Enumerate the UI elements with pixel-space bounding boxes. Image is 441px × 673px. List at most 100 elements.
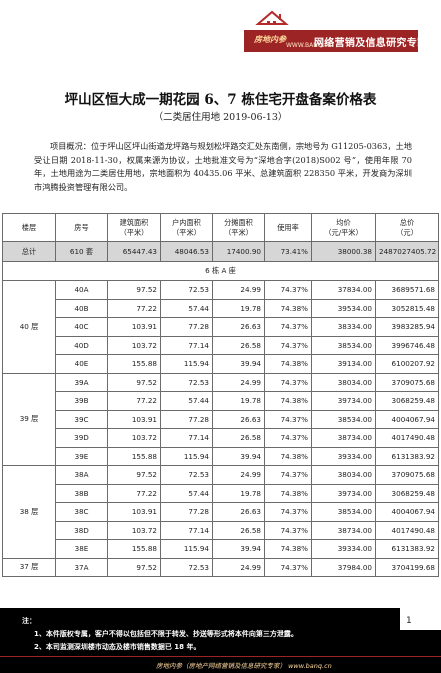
floor-cell: 37 层	[2, 557, 56, 577]
unit-cell: 38A	[55, 465, 108, 485]
price-table: 楼层 房号 建筑面积 （平米） 户内面积 （平米） 分摊面积 （平米） 使用率 均价（…	[2, 213, 439, 577]
shared-area-cell: 39.94	[212, 446, 265, 466]
floor-cell: 40 层	[2, 280, 56, 374]
unit-cell: 39E	[55, 446, 108, 466]
efficiency-cell: 74.38%	[264, 391, 312, 411]
shared-area-cell: 24.99	[212, 465, 265, 485]
notes-panel: 1 注： 1、本件版权专属，客户不得以包括但不限于转发、抄送等形式将本件向第三方…	[0, 608, 441, 673]
avg-price-cell: 38534.00	[311, 409, 376, 429]
header-brand-band	[244, 30, 418, 52]
shared-area-cell: 39.94	[212, 354, 265, 374]
shared-area-cell: 26.63	[212, 409, 265, 429]
total-shared-area: 17400.90	[212, 241, 265, 262]
page-header: 房地内参 WWW.BANQ.cn 网络营销及信息研究专家	[0, 0, 441, 62]
table-row: 39B 77.22 57.44 19.78 74.38% 39734.00 3068259.…	[3, 391, 439, 411]
footer-credit: 房地内参（房地产网络营销及信息研究专家） www.banq.cn	[156, 662, 332, 670]
gross-area-cell: 103.72	[107, 335, 161, 355]
shared-area-cell: 26.63	[212, 502, 265, 522]
net-area-cell: 77.14	[160, 520, 213, 540]
net-area-cell: 57.44	[160, 483, 213, 503]
table-row: 38C 103.91 77.28 26.63 74.37% 38534.00 4004067…	[3, 502, 439, 522]
shared-area-cell: 26.58	[212, 428, 265, 448]
gross-area-cell: 77.22	[107, 391, 161, 411]
col-header-net-area: 户内面积 （平米）	[160, 213, 213, 242]
total-price-cell: 3983285.94	[375, 317, 439, 337]
page-subtitle: （二类居住用地 2019-06-13）	[153, 112, 288, 123]
unit-cell: 40B	[55, 298, 108, 318]
header-url: WWW.BANQ.cn	[286, 42, 332, 49]
efficiency-cell: 74.37%	[264, 280, 312, 300]
efficiency-cell: 74.37%	[264, 502, 312, 522]
gross-area-cell: 97.52	[107, 465, 161, 485]
col-header-unit: 房号	[55, 213, 108, 242]
table-row: 39C 103.91 77.28 26.63 74.37% 38534.00 4004067…	[3, 409, 439, 429]
gross-area-cell: 103.91	[107, 502, 161, 522]
avg-price-cell: 39734.00	[311, 391, 376, 411]
gross-area-cell: 103.72	[107, 520, 161, 540]
avg-price-cell: 39734.00	[311, 483, 376, 503]
total-price-cell: 3996746.48	[375, 335, 439, 355]
efficiency-cell: 74.38%	[264, 483, 312, 503]
header-slogan: 网络营销及信息研究专家	[314, 38, 428, 49]
net-area-cell: 115.94	[160, 539, 213, 559]
gross-area-cell: 103.72	[107, 428, 161, 448]
avg-price-cell: 39134.00	[311, 354, 376, 374]
total-price-cell: 4017490.48	[375, 428, 439, 448]
page-number-box	[400, 608, 441, 630]
avg-price-cell: 39334.00	[311, 446, 376, 466]
efficiency-cell: 74.37%	[264, 409, 312, 429]
avg-price-cell: 37834.00	[311, 280, 376, 300]
total-price-cell: 3709075.68	[375, 465, 439, 485]
total-price-cell: 4004067.94	[375, 502, 439, 522]
total-avg-price: 38000.38	[311, 241, 376, 262]
net-area-cell: 77.14	[160, 428, 213, 448]
unit-cell: 38C	[55, 502, 108, 522]
page-title: 坪山区恒大成一期花园 6、7 栋住宅开盘备案价格表	[64, 92, 377, 108]
floor-cell: 39 层	[2, 372, 56, 466]
avg-price-cell: 38534.00	[311, 335, 376, 355]
avg-price-cell: 38034.00	[311, 465, 376, 485]
total-gross-area: 65447.43	[107, 241, 161, 262]
avg-price-cell: 38034.00	[311, 372, 376, 392]
gross-area-cell: 77.22	[107, 483, 161, 503]
shared-area-cell: 24.99	[212, 557, 265, 577]
notes-label: 注：	[22, 617, 36, 625]
unit-cell: 40A	[55, 280, 108, 300]
gross-area-cell: 155.88	[107, 539, 161, 559]
table-row: 38 层 38A 97.52 72.53 24.99 74.37% 38034.00 3709…	[2, 465, 439, 559]
table-row: 40D 103.72 77.14 26.58 74.37% 38534.00 3996746…	[3, 335, 439, 355]
efficiency-cell: 74.37%	[264, 428, 312, 448]
shared-area-cell: 19.78	[212, 298, 265, 318]
total-label: 总计	[2, 241, 56, 262]
net-area-cell: 57.44	[160, 298, 213, 318]
net-area-cell: 115.94	[160, 354, 213, 374]
note-line-1: 1、本件版权专属，客户不得以包括但不限于转发、抄送等形式将本件向第三方泄露。	[34, 630, 298, 638]
total-price-cell: 3709075.68	[375, 372, 439, 392]
gross-area-cell: 97.52	[107, 372, 161, 392]
shared-area-cell: 39.94	[212, 539, 265, 559]
header-brand-name: 房地内参	[254, 35, 286, 44]
net-area-cell: 77.14	[160, 335, 213, 355]
net-area-cell: 77.28	[160, 409, 213, 429]
table-row: 37 层 37A 97.52 72.53 24.99 74.37% 37984.00 3704…	[2, 557, 439, 577]
avg-price-cell: 38334.00	[311, 317, 376, 337]
shared-area-cell: 24.99	[212, 372, 265, 392]
house-logo-icon	[255, 10, 289, 25]
efficiency-cell: 74.37%	[264, 465, 312, 485]
table-row: 39E 155.88 115.94 39.94 74.38% 39334.00 613138…	[3, 446, 439, 466]
project-overview: 项目概况：位于坪山区坪山街道龙坪路与规划松坪路交汇处东南侧，宗地号为 G1120…	[34, 141, 412, 192]
col-header-avg-price: 均价 （元/平米）	[311, 213, 376, 242]
footer-divider	[0, 656, 441, 657]
net-area-cell: 72.53	[160, 465, 213, 485]
avg-price-cell: 38734.00	[311, 520, 376, 540]
shared-area-cell: 26.58	[212, 335, 265, 355]
table-row: 40B 77.22 57.44 19.78 74.38% 39534.00 3052815.…	[3, 298, 439, 318]
total-net-area: 48046.53	[160, 241, 213, 262]
net-area-cell: 77.28	[160, 317, 213, 337]
unit-cell: 39D	[55, 428, 108, 448]
efficiency-cell: 74.38%	[264, 298, 312, 318]
efficiency-cell: 74.37%	[264, 335, 312, 355]
total-price-cell: 6131383.92	[375, 539, 439, 559]
shared-area-cell: 26.58	[212, 520, 265, 540]
table-total-row: 总计 610 套 65447.43 48046.53 17400.90 73.4…	[2, 241, 439, 262]
